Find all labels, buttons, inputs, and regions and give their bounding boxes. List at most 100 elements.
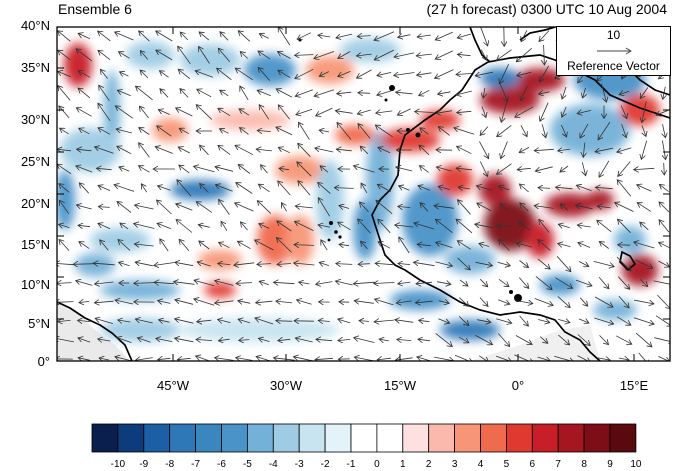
wind-vector	[98, 339, 111, 341]
wind-vector	[240, 86, 249, 101]
wind-vector	[78, 71, 91, 78]
wind-vector	[599, 335, 609, 344]
wind-vector	[415, 301, 433, 303]
wind-vector	[399, 237, 410, 254]
wind-vector	[521, 30, 528, 41]
wind-vector	[278, 52, 291, 59]
wind-vector	[419, 166, 429, 173]
wind-vector	[637, 185, 652, 192]
wind-vector	[558, 243, 571, 246]
wind-vector	[175, 300, 194, 305]
wind-vector	[479, 161, 487, 177]
lat-label: 15°N	[20, 237, 50, 252]
wind-vector	[274, 282, 295, 283]
wind-vector	[297, 162, 312, 177]
colorbar-label: 9	[607, 459, 613, 470]
wind-vector	[137, 338, 151, 343]
wind-vector	[199, 47, 210, 64]
wind-vector	[475, 335, 493, 344]
wind-vector	[556, 256, 571, 271]
wind-vector	[394, 52, 415, 57]
wind-vector	[653, 280, 670, 285]
wind-vector	[394, 73, 415, 76]
wind-vector	[434, 356, 454, 361]
wind-vector	[261, 165, 268, 174]
wind-vector	[436, 219, 453, 234]
wind-vector	[618, 161, 631, 177]
wind-vector	[354, 301, 374, 304]
wind-vector	[139, 143, 150, 158]
wind-vector	[318, 182, 331, 194]
wind-vector	[375, 263, 393, 264]
colorbar-label: -1	[346, 459, 356, 470]
wind-vector	[414, 223, 435, 230]
wind-vector	[496, 318, 512, 323]
wind-vector	[576, 185, 592, 192]
wind-vector	[633, 299, 654, 304]
wind-vector	[296, 108, 313, 115]
wind-vector	[196, 202, 213, 213]
wind-vector	[218, 145, 231, 155]
wind-vector	[278, 147, 290, 154]
colorbar	[91, 423, 637, 453]
wind-vector	[657, 294, 670, 309]
wind-vector	[115, 300, 134, 305]
wind-vector	[438, 92, 451, 94]
wind-vector	[459, 279, 468, 286]
lat-label: 25°N	[20, 154, 50, 169]
wind-vector	[640, 87, 649, 99]
wind-vector	[616, 335, 632, 344]
wind-vector	[659, 220, 670, 233]
wind-vector	[516, 47, 532, 61]
wind-vector	[139, 106, 149, 119]
wind-vector	[78, 88, 91, 99]
wind-vector	[215, 185, 233, 192]
wind-vector	[483, 87, 485, 98]
wind-vector	[620, 105, 627, 119]
wind-vector	[436, 242, 453, 248]
wind-vector	[257, 130, 271, 131]
wind-vector	[558, 224, 570, 228]
wind-vector	[634, 168, 655, 169]
wind-vector	[78, 338, 91, 343]
wind-vector	[336, 149, 352, 151]
wind-vector	[436, 111, 453, 114]
wind-vector	[521, 85, 528, 100]
wind-vector	[258, 51, 271, 60]
wind-vector	[562, 86, 566, 99]
wind-vector	[334, 188, 354, 189]
colorbar-cell	[505, 423, 533, 453]
wind-vector	[416, 282, 433, 284]
wind-vector	[438, 318, 449, 323]
wind-vector	[374, 49, 394, 60]
wind-vector	[338, 319, 351, 323]
wind-vector	[98, 103, 111, 122]
wind-vector	[420, 128, 429, 135]
wind-vector	[236, 358, 253, 361]
wind-vector	[475, 71, 493, 76]
wind-vector	[139, 128, 150, 135]
wind-vector	[497, 163, 512, 175]
wind-vector	[140, 70, 149, 79]
wind-vector	[220, 90, 229, 97]
wind-vector	[298, 181, 311, 196]
wind-vector	[518, 277, 528, 289]
wind-vector	[618, 219, 631, 234]
wind-vector	[59, 200, 70, 214]
wind-vector	[621, 124, 627, 137]
wind-vector	[537, 356, 551, 361]
wind-vector	[438, 187, 450, 190]
lon-label: 0°	[511, 378, 525, 393]
wind-vector	[578, 319, 589, 323]
wind-vector	[618, 295, 629, 308]
map-field	[57, 27, 670, 361]
wind-vector	[337, 123, 352, 140]
wind-vector	[339, 206, 350, 209]
wind-vector	[59, 224, 70, 227]
wind-vector	[257, 90, 271, 97]
wind-vector	[78, 225, 91, 226]
colorbar-cell	[557, 423, 585, 453]
wind-vector	[276, 238, 292, 253]
wind-vector	[539, 219, 550, 233]
colorbar-label: 0	[374, 459, 380, 470]
